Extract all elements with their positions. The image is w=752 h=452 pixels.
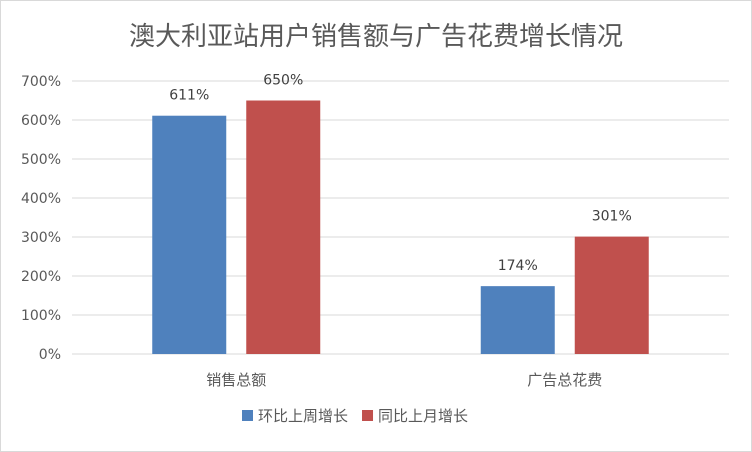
data-label: 301% bbox=[592, 209, 632, 225]
bar bbox=[246, 100, 321, 354]
bars bbox=[152, 100, 649, 355]
data-label: 174% bbox=[498, 258, 538, 274]
category-labels: 销售总额 广告总花费 bbox=[206, 371, 602, 389]
category-label: 广告总花费 bbox=[527, 371, 602, 389]
data-label: 650% bbox=[263, 73, 303, 89]
category-label: 销售总额 bbox=[206, 371, 266, 389]
bar bbox=[480, 286, 555, 354]
y-tick-label: 300% bbox=[21, 230, 61, 246]
bar bbox=[574, 236, 649, 354]
y-tick-label: 100% bbox=[21, 308, 61, 324]
legend-swatch bbox=[242, 410, 253, 421]
bar bbox=[152, 115, 227, 355]
y-axis-ticks: 0% 100% 200% 300% 400% 500% 600% 700% bbox=[21, 74, 61, 363]
data-labels: 611% 650% 174% 301% bbox=[169, 73, 632, 275]
y-tick-label: 400% bbox=[21, 191, 61, 207]
data-label: 611% bbox=[169, 88, 209, 104]
y-tick-label: 200% bbox=[21, 269, 61, 285]
y-tick-label: 700% bbox=[21, 74, 61, 90]
y-tick-label: 0% bbox=[39, 347, 61, 363]
legend-label: 环比上周增长 bbox=[258, 407, 348, 425]
legend-label: 同比上月增长 bbox=[378, 407, 468, 425]
y-tick-label: 500% bbox=[21, 152, 61, 168]
legend-swatch bbox=[362, 410, 374, 421]
y-tick-label: 600% bbox=[21, 113, 61, 129]
chart-title: 澳大利亚站用户销售额与广告花费增长情况 bbox=[129, 22, 623, 52]
legend: 环比上周增长 同比上月增长 bbox=[242, 407, 468, 425]
